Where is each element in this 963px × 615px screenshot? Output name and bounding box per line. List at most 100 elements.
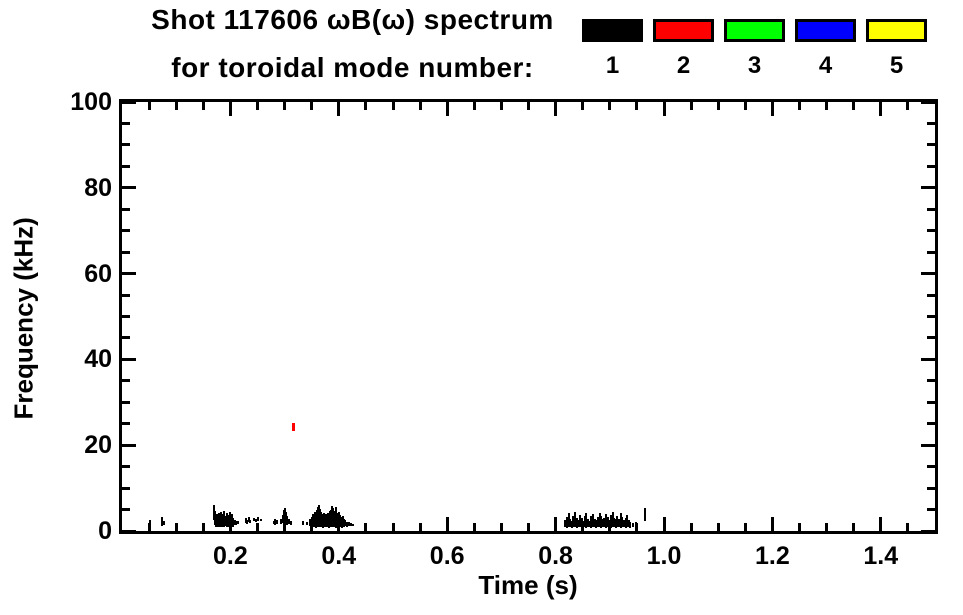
data-point-mode-1 <box>622 519 625 528</box>
data-point-mode-1 <box>272 520 275 525</box>
x-minor-tick-bottom <box>391 523 395 531</box>
data-point-mode-1 <box>341 518 344 528</box>
x-minor-tick-bottom <box>581 523 585 531</box>
x-axis-label: Time (s) <box>478 570 578 600</box>
legend-swatch <box>582 19 643 42</box>
y-minor-tick-left <box>122 250 130 254</box>
data-point-mode-1 <box>580 518 583 528</box>
data-point-mode-1 <box>315 514 318 528</box>
x-tick-label: 1.2 <box>755 542 790 570</box>
x-minor-tick-top <box>201 102 205 110</box>
data-point-mode-1 <box>323 515 326 528</box>
data-point-mode-1 <box>587 518 590 527</box>
data-point-mode-1 <box>287 519 290 525</box>
data-point-mode-1 <box>247 516 250 522</box>
data-point-mode-1 <box>578 515 581 528</box>
y-minor-tick-left <box>122 143 130 147</box>
data-point-mode-1 <box>611 511 614 527</box>
x-minor-tick-top <box>174 102 178 110</box>
data-point-mode-1 <box>317 506 320 528</box>
y-major-tick-right <box>921 186 935 190</box>
x-minor-tick-bottom <box>635 523 639 531</box>
data-point-mode-1 <box>577 519 580 527</box>
data-point-mode-1 <box>335 513 338 527</box>
x-minor-tick-top <box>798 102 801 110</box>
x-minor-tick-bottom <box>364 523 368 531</box>
y-minor-tick-left <box>122 400 130 404</box>
data-point-mode-1 <box>322 512 325 527</box>
x-minor-tick-top <box>310 102 314 110</box>
x-minor-tick-top <box>147 102 151 110</box>
data-point-mode-1 <box>276 520 278 524</box>
y-minor-tick-right <box>927 486 935 490</box>
data-point-mode-1 <box>349 523 352 527</box>
data-point-mode-1 <box>311 514 314 527</box>
y-major-tick-left <box>122 100 136 104</box>
data-point-mode-1 <box>302 520 305 525</box>
x-minor-tick-top <box>283 102 287 110</box>
data-point-mode-1 <box>321 514 324 528</box>
x-major-tick-bottom <box>445 517 449 531</box>
data-point-mode-1 <box>325 516 328 528</box>
x-minor-tick-top <box>391 102 395 110</box>
data-point-mode-1 <box>229 516 232 528</box>
data-point-mode-1 <box>616 516 619 527</box>
data-point-mode-1 <box>332 508 335 528</box>
x-major-tick-top <box>554 102 558 116</box>
data-point-mode-1 <box>225 512 228 528</box>
y-minor-tick-right <box>927 293 935 297</box>
legend-label: 1 <box>605 52 620 79</box>
x-minor-tick-top <box>581 102 585 110</box>
data-point-mode-1 <box>326 512 329 527</box>
data-point-mode-1 <box>345 521 348 527</box>
y-major-tick-left <box>122 443 136 447</box>
x-minor-tick-top <box>716 102 720 110</box>
x-major-tick-bottom <box>554 517 558 531</box>
y-minor-tick-left <box>122 207 130 211</box>
y-major-tick-right <box>921 100 935 104</box>
y-minor-tick-right <box>927 207 935 211</box>
data-point-mode-1 <box>606 516 609 527</box>
data-point-mode-1 <box>246 519 249 524</box>
data-point-mode-1 <box>221 517 224 528</box>
data-point-mode-1 <box>215 513 218 526</box>
y-major-tick-right <box>921 357 935 361</box>
y-minor-tick-right <box>927 379 935 383</box>
y-minor-tick-left <box>122 315 130 318</box>
x-tick-label: 1.0 <box>646 542 682 570</box>
data-point-mode-1 <box>570 520 573 528</box>
data-point-mode-1 <box>603 518 606 528</box>
y-tick-label: 100 <box>70 88 112 116</box>
data-point-mode-1 <box>163 520 166 525</box>
data-point-mode-1 <box>565 516 568 528</box>
x-major-tick-top <box>228 102 232 116</box>
legend-item: 2 <box>653 19 714 78</box>
data-point-mode-1 <box>601 519 604 527</box>
legend-label: 5 <box>889 52 904 79</box>
data-point-mode-1 <box>220 511 223 526</box>
y-tick-label: 40 <box>84 345 112 374</box>
data-point-mode-1 <box>319 508 322 528</box>
data-point-mode-1 <box>575 517 578 528</box>
y-minor-tick-left <box>122 508 130 512</box>
x-minor-tick-bottom <box>906 523 910 531</box>
data-point-mode-1 <box>212 505 215 521</box>
data-point-mode-1 <box>235 520 238 525</box>
x-minor-tick-top <box>608 102 612 110</box>
x-minor-tick-bottom <box>527 523 530 531</box>
data-point-mode-1 <box>567 513 570 527</box>
data-point-mode-1 <box>343 518 346 528</box>
x-major-tick-bottom <box>879 517 883 531</box>
x-minor-tick-bottom <box>418 523 422 531</box>
data-point-mode-1 <box>644 508 647 522</box>
y-major-tick-right <box>921 272 935 276</box>
data-point-mode-1 <box>347 522 350 526</box>
y-minor-tick-right <box>927 143 935 147</box>
legend-label: 4 <box>818 52 833 79</box>
data-point-mode-1 <box>569 518 572 528</box>
data-point-mode-1 <box>213 511 216 525</box>
data-point-mode-1 <box>330 509 333 528</box>
data-point-mode-1 <box>351 523 354 526</box>
y-minor-tick-left <box>122 336 130 340</box>
data-point-mode-1 <box>618 518 620 528</box>
